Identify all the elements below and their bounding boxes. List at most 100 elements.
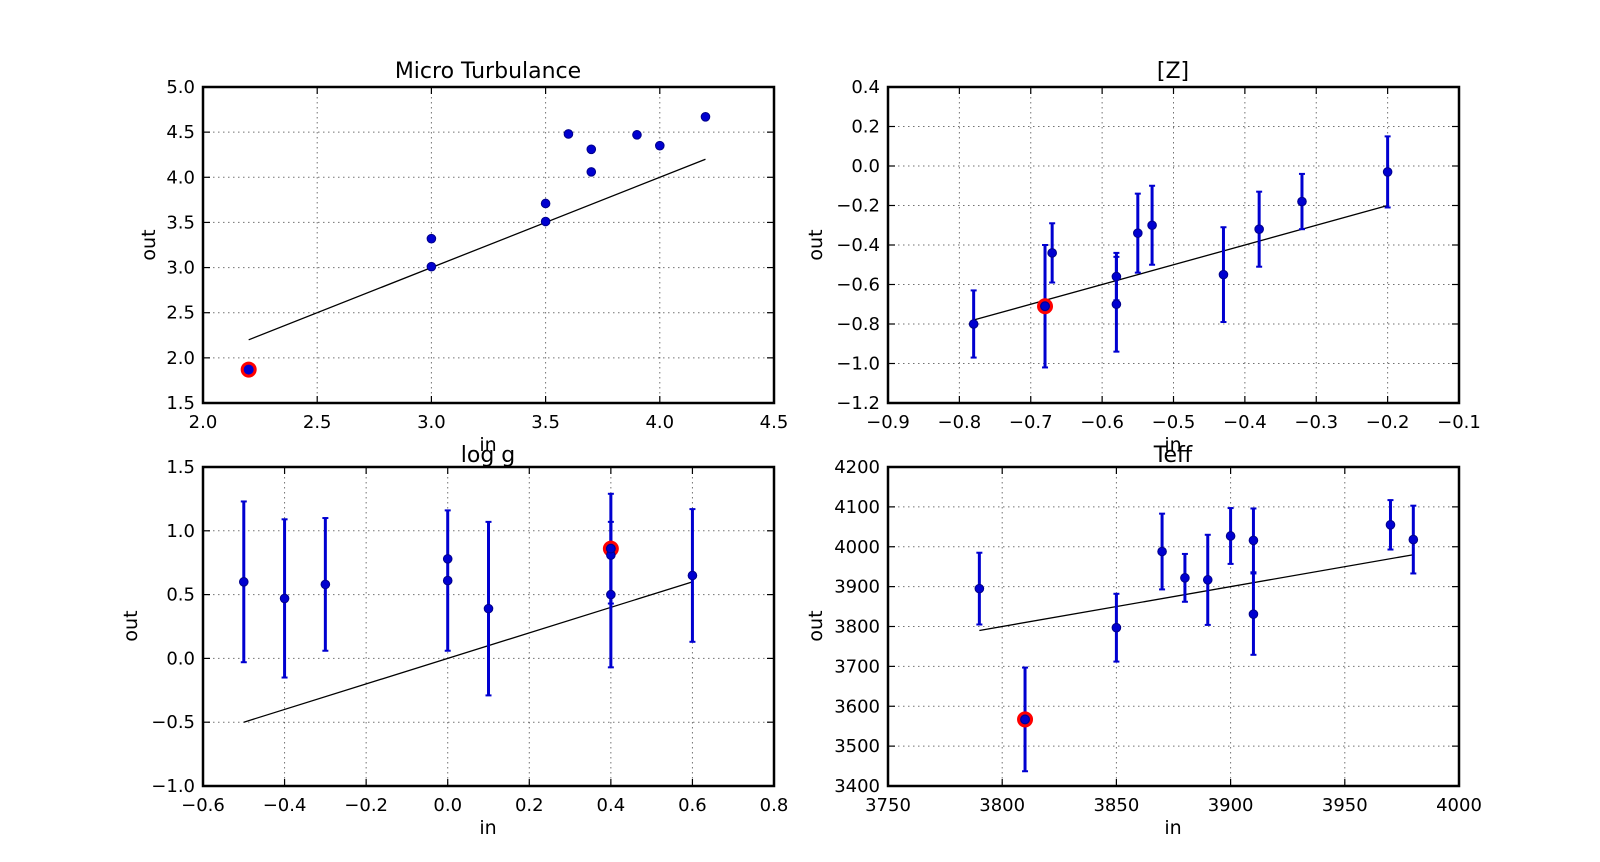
x-tick-label: 2.5 — [303, 412, 332, 433]
data-point — [974, 583, 985, 594]
data-point — [586, 144, 597, 155]
y-tick-label: 3900 — [834, 577, 880, 598]
data-point — [632, 130, 642, 140]
x-tick-label: 0.8 — [760, 795, 789, 816]
data-point — [1111, 271, 1122, 282]
subplot-teff: 3750 3800 3850 3900 3950 4000 3400 3500 3600 3700… — [805, 443, 1482, 839]
data-point — [540, 216, 551, 227]
data-point — [483, 603, 494, 614]
data-point — [1218, 269, 1229, 280]
plot-frame-log-g — [201, 465, 776, 788]
data-point — [1111, 622, 1122, 633]
x-tick-label: 3.5 — [531, 412, 560, 433]
x-tick-label: −0.4 — [1223, 412, 1267, 433]
highlighted-point-micro-turbulance — [240, 361, 257, 378]
plot-title-teff: Teff — [1153, 443, 1193, 468]
data-point — [1408, 534, 1419, 545]
data-point — [606, 589, 616, 600]
x-tick-label: −0.4 — [263, 795, 307, 816]
y-tick-label: 3400 — [834, 776, 880, 797]
y-tick-label: 3800 — [834, 617, 880, 638]
y-tick-label: 4000 — [834, 537, 880, 558]
y-tick-label: 0.5 — [166, 585, 195, 606]
y-tick-label: −1.0 — [151, 776, 195, 797]
x-tick-label: 2.0 — [189, 412, 218, 433]
x-tick-label: 3750 — [865, 795, 911, 816]
data-point — [1254, 224, 1264, 234]
x-tick-label: 3800 — [979, 795, 1025, 816]
data-point — [687, 570, 698, 581]
reference-line-micro-turbulance — [248, 158, 706, 341]
x-axis-label-z: in — [1164, 434, 1181, 456]
data-point — [563, 129, 574, 139]
y-tick-label: 0.4 — [851, 77, 880, 98]
y-tick-label: 3600 — [834, 696, 880, 717]
x-axis-label-log-g: in — [479, 817, 496, 839]
data-point — [426, 261, 437, 272]
y-tick-label: 1.0 — [166, 521, 195, 542]
x-tick-label: −0.6 — [1080, 412, 1124, 433]
data-point — [606, 543, 616, 554]
reference-line-z — [973, 204, 1388, 321]
subplot-log-g: −0.6 −0.4 −0.2 0.0 0.2 0.4 0.6 0.8 −1.0 −0.5 0.0 0.… — [120, 443, 788, 839]
y-tick-label: −0.6 — [836, 275, 880, 296]
data-point — [1248, 609, 1259, 619]
data-point — [1040, 301, 1050, 312]
reference-line-log-g — [243, 581, 693, 723]
x-tick-label: −0.6 — [181, 795, 225, 816]
data-point — [1225, 531, 1236, 541]
y-tick-label: −1.0 — [836, 354, 880, 375]
data-point — [279, 593, 290, 604]
data-point — [1202, 575, 1213, 585]
y-tick-label: −0.4 — [836, 235, 880, 256]
data-point — [1147, 220, 1157, 231]
y-tick-label: 0.2 — [851, 117, 880, 138]
x-tick-label: −0.9 — [866, 412, 910, 433]
plot-frame-z — [886, 85, 1461, 405]
y-tick-label: 3.5 — [166, 212, 195, 233]
data-point — [442, 554, 453, 564]
data-point — [1248, 535, 1259, 546]
data-point — [1047, 248, 1057, 258]
data-point — [1382, 167, 1393, 177]
data-point — [426, 233, 437, 244]
data-point — [1157, 546, 1167, 557]
data-point — [1020, 714, 1030, 725]
data-point — [1111, 299, 1122, 310]
y-axis-label-log-g: out — [120, 610, 142, 641]
x-tick-label: −0.1 — [1437, 412, 1481, 433]
data-point — [700, 111, 711, 122]
y-tick-label: 3.0 — [166, 258, 195, 279]
y-tick-label: 1.5 — [166, 457, 195, 478]
x-tick-label: 0.4 — [597, 795, 626, 816]
x-tick-label: −0.3 — [1294, 412, 1338, 433]
data-point — [320, 579, 331, 590]
y-tick-label: 1.5 — [166, 393, 195, 414]
x-tick-label: 0.2 — [515, 795, 544, 816]
y-tick-label: 4.5 — [166, 122, 195, 143]
x-tick-label: −0.5 — [1152, 412, 1196, 433]
y-tick-label: 5.0 — [166, 77, 195, 98]
plot-title-z: [Z] — [1157, 59, 1189, 84]
x-tick-label: 4000 — [1436, 795, 1482, 816]
subplot-micro-turbulance: 2.0 2.5 3.0 3.5 4.0 4.51.52.02.53.03.54.04.55… — [138, 59, 788, 456]
y-tick-label: 4.0 — [166, 167, 195, 188]
y-axis-label-micro-turbulance: out — [138, 229, 160, 260]
y-axis-label-z: out — [805, 229, 827, 260]
y-tick-label: 2.0 — [166, 348, 195, 369]
x-tick-label: 4.5 — [760, 412, 789, 433]
data-point — [968, 319, 979, 329]
data-point — [586, 167, 597, 177]
y-tick-label: 4200 — [834, 457, 880, 478]
x-tick-label: 3.0 — [417, 412, 446, 433]
x-tick-label: 3900 — [1208, 795, 1254, 816]
data-point — [1297, 196, 1307, 207]
data-point — [655, 140, 665, 151]
y-tick-label: 3700 — [834, 656, 880, 677]
plot-title-log-g: log g — [461, 443, 516, 468]
y-axis-label-teff: out — [805, 610, 827, 641]
plot-frame-micro-turbulance — [201, 85, 776, 405]
x-tick-label: 0.0 — [433, 795, 462, 816]
x-tick-label: −0.2 — [1366, 412, 1410, 433]
